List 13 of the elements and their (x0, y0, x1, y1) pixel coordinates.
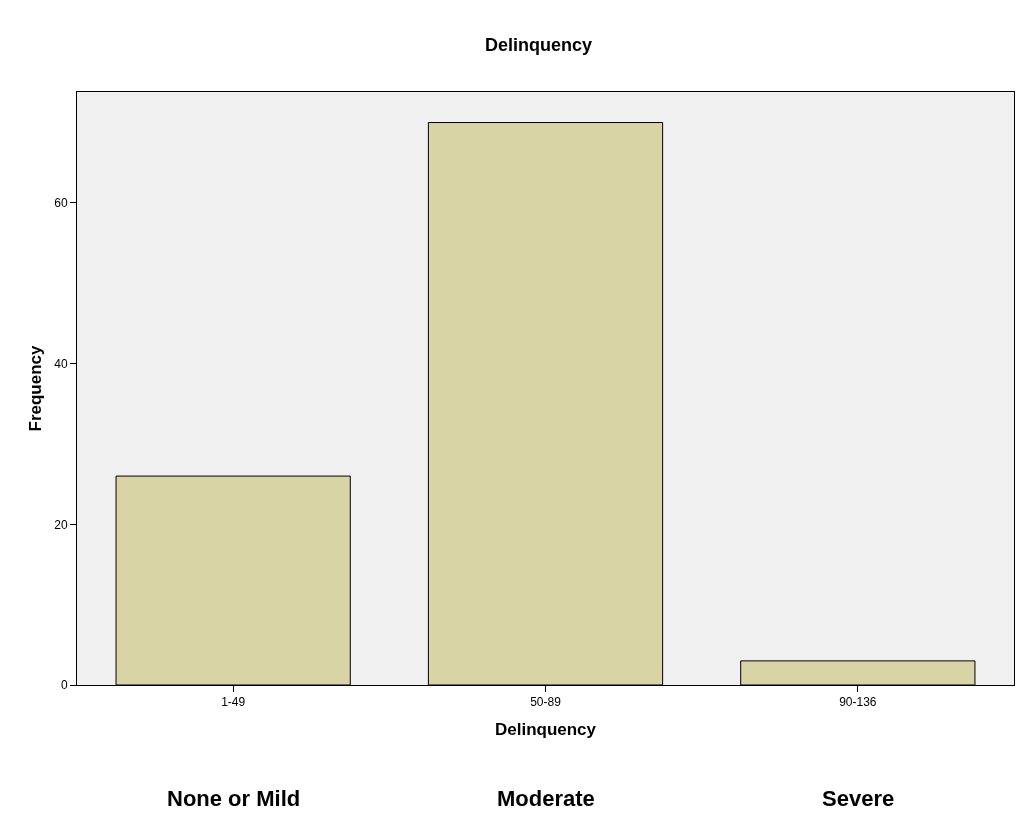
x-tick-label: 1-49 (221, 695, 246, 710)
x-tick-label: 50-89 (530, 695, 562, 710)
y-tick-label: 0 (60, 678, 68, 693)
y-tick-label: 20 (54, 517, 68, 532)
y-tick-label: 40 (54, 356, 68, 371)
y-tick-label: 60 (54, 196, 68, 211)
chart-title: Delinquency (484, 35, 592, 56)
text: Moderate (497, 786, 595, 811)
text: Severe (822, 786, 895, 811)
x-tick-label: 90-136 (839, 695, 877, 710)
text: None or Mild (167, 786, 301, 811)
y-axis-title: Frequency (25, 344, 45, 432)
x-axis-title: Delinquency (494, 719, 597, 739)
